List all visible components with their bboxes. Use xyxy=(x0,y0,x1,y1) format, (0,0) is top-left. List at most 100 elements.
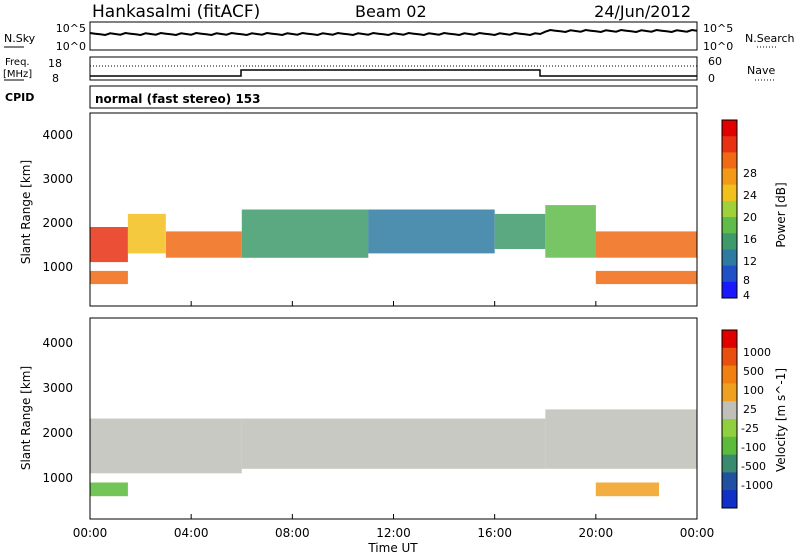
nsky-tick-top: 10^5 xyxy=(56,22,86,35)
time-tick-label-3: 12:00 xyxy=(376,526,411,540)
velocity-colorbar-swatch-9 xyxy=(722,490,737,509)
time-tick-label-1: 04:00 xyxy=(174,526,209,540)
beam-label: Beam 02 xyxy=(355,2,427,21)
power-band-9 xyxy=(595,270,697,285)
velocity-data-marks xyxy=(90,409,698,497)
velocity-colorbar-swatch-7 xyxy=(722,454,737,473)
time-tick-label-2: 08:00 xyxy=(275,526,310,540)
power-colorbar-swatch-7 xyxy=(722,233,737,250)
time-tick-label-4: 16:00 xyxy=(477,526,512,540)
freq-trace xyxy=(90,69,697,77)
freq-tick-top: 18 xyxy=(48,57,62,70)
power-cbar-tick-8: 8 xyxy=(743,274,750,287)
power-band-4 xyxy=(241,209,369,258)
power-cbar-tick-20: 20 xyxy=(743,211,757,224)
velocity-cbar-tick-1000: 1000 xyxy=(743,346,771,359)
cpid-text: normal (fast stereo) 153 xyxy=(95,92,261,106)
power-colorbar-swatch-6 xyxy=(722,217,737,234)
velocity-colorbar-swatch-3 xyxy=(722,383,737,402)
velocity-colorbar xyxy=(722,330,737,509)
power-ytick-2000: 2000 xyxy=(42,216,73,230)
nsearch-tick-bottom: 10^0 xyxy=(703,40,733,53)
freq-panel-frame xyxy=(89,56,698,81)
velocity-panel: 4000 3000 2000 1000 Slant Range [km] xyxy=(19,317,698,520)
power-ytick-1000: 1000 xyxy=(42,260,73,274)
nsky-trace xyxy=(89,28,698,37)
power-band-7 xyxy=(545,205,596,258)
velocity-ytick-2000: 2000 xyxy=(42,426,73,440)
nsky-panel-frame xyxy=(89,21,698,51)
power-band-5 xyxy=(368,209,495,254)
velocity-band-2 xyxy=(241,418,546,469)
time-tick-label-0: 00:00 xyxy=(73,526,108,540)
time-axis-ticks: 00:00 04:00 08:00 12:00 16:00 20:00 00:00 xyxy=(73,301,715,540)
power-ylabel: Slant Range [km] xyxy=(19,160,33,264)
velocity-ytick-3000: 3000 xyxy=(42,381,73,395)
power-data-marks xyxy=(90,205,697,285)
power-band-6 xyxy=(494,213,546,249)
power-cbar-tick-12: 12 xyxy=(743,255,757,268)
velocity-ytick-4000: 4000 xyxy=(42,336,73,350)
power-cbar-tick-4: 4 xyxy=(743,289,750,302)
velocity-colorbar-frame xyxy=(721,329,738,509)
power-colorbar xyxy=(722,120,737,299)
power-cbar-tick-24: 24 xyxy=(743,189,757,202)
nave-label: Nave xyxy=(747,64,775,77)
velocity-band-1 xyxy=(90,418,242,474)
power-colorbar-swatch-8 xyxy=(722,249,737,267)
power-cbar-tick-28: 28 xyxy=(743,167,757,180)
nsearch-tick-top: 10^5 xyxy=(703,22,733,35)
power-band-1 xyxy=(90,270,128,285)
velocity-cbar-tick-m1000: -1000 xyxy=(741,479,773,492)
velocity-cbar-tick-m25: -25 xyxy=(741,422,759,435)
power-colorbar-label: Power [dB] xyxy=(774,182,788,247)
power-colorbar-swatch-4 xyxy=(722,184,737,202)
power-colorbar-frame xyxy=(721,119,738,299)
power-ytick-4000: 4000 xyxy=(42,128,73,142)
power-colorbar-swatch-10 xyxy=(722,281,737,299)
time-tick-label-6: 00:00 xyxy=(680,526,715,540)
power-colorbar-swatch-1 xyxy=(722,136,737,153)
freq-tick-bottom: 8 xyxy=(52,72,59,85)
power-panel: 4000 3000 2000 1000 Slant Range [km] xyxy=(19,112,698,307)
velocity-band-3 xyxy=(545,409,698,469)
velocity-cbar-tick-100: 100 xyxy=(743,384,764,397)
nsearch-label: N.Search xyxy=(745,32,795,45)
power-colorbar-swatch-0 xyxy=(722,120,737,137)
velocity-cbar-tick-m100: -100 xyxy=(741,441,766,454)
power-colorbar-swatch-2 xyxy=(722,152,737,170)
cpid-panel-frame xyxy=(89,85,698,109)
velocity-colorbar-swatch-1 xyxy=(722,347,737,367)
velocity-colorbar-swatch-0 xyxy=(722,330,737,349)
nave-tick-bottom: 0 xyxy=(708,72,715,85)
power-colorbar-swatch-5 xyxy=(722,200,737,218)
date-label: 24/Jun/2012 xyxy=(594,2,691,21)
time-tick-label-5: 20:00 xyxy=(579,526,614,540)
velocity-colorbar-swatch-2 xyxy=(722,365,737,384)
power-band-3 xyxy=(165,231,242,258)
time-axis-label: Time UT xyxy=(367,541,418,554)
nave-tick-top: 60 xyxy=(708,55,722,68)
nsky-label: N.Sky xyxy=(4,32,36,45)
power-ytick-3000: 3000 xyxy=(42,172,73,186)
power-cbar-tick-16: 16 xyxy=(743,233,757,246)
velocity-ytick-1000: 1000 xyxy=(42,471,73,485)
power-colorbar-swatch-3 xyxy=(722,168,737,186)
velocity-cbar-tick-500: 500 xyxy=(743,365,764,378)
velocity-colorbar-swatch-8 xyxy=(722,472,737,491)
velocity-colorbar-swatch-4 xyxy=(722,401,737,420)
power-band-2 xyxy=(127,213,166,254)
velocity-colorbar-swatch-5 xyxy=(722,419,737,438)
velocity-cbar-tick-m500: -500 xyxy=(741,460,766,473)
velocity-colorbar-swatch-6 xyxy=(722,436,737,456)
velocity-cbar-tick-25: 25 xyxy=(743,403,757,416)
power-band-8 xyxy=(595,231,697,258)
nsky-tick-bottom: 10^0 xyxy=(56,40,86,53)
velocity-band-0 xyxy=(90,482,128,497)
velocity-colorbar-label: Velocity [m s^-1] xyxy=(774,368,788,472)
freq-label-2: [MHz] xyxy=(3,69,32,80)
cpid-label: CPID xyxy=(5,91,34,104)
velocity-band-4 xyxy=(595,482,659,497)
freq-label-1: Freq. xyxy=(5,57,30,68)
